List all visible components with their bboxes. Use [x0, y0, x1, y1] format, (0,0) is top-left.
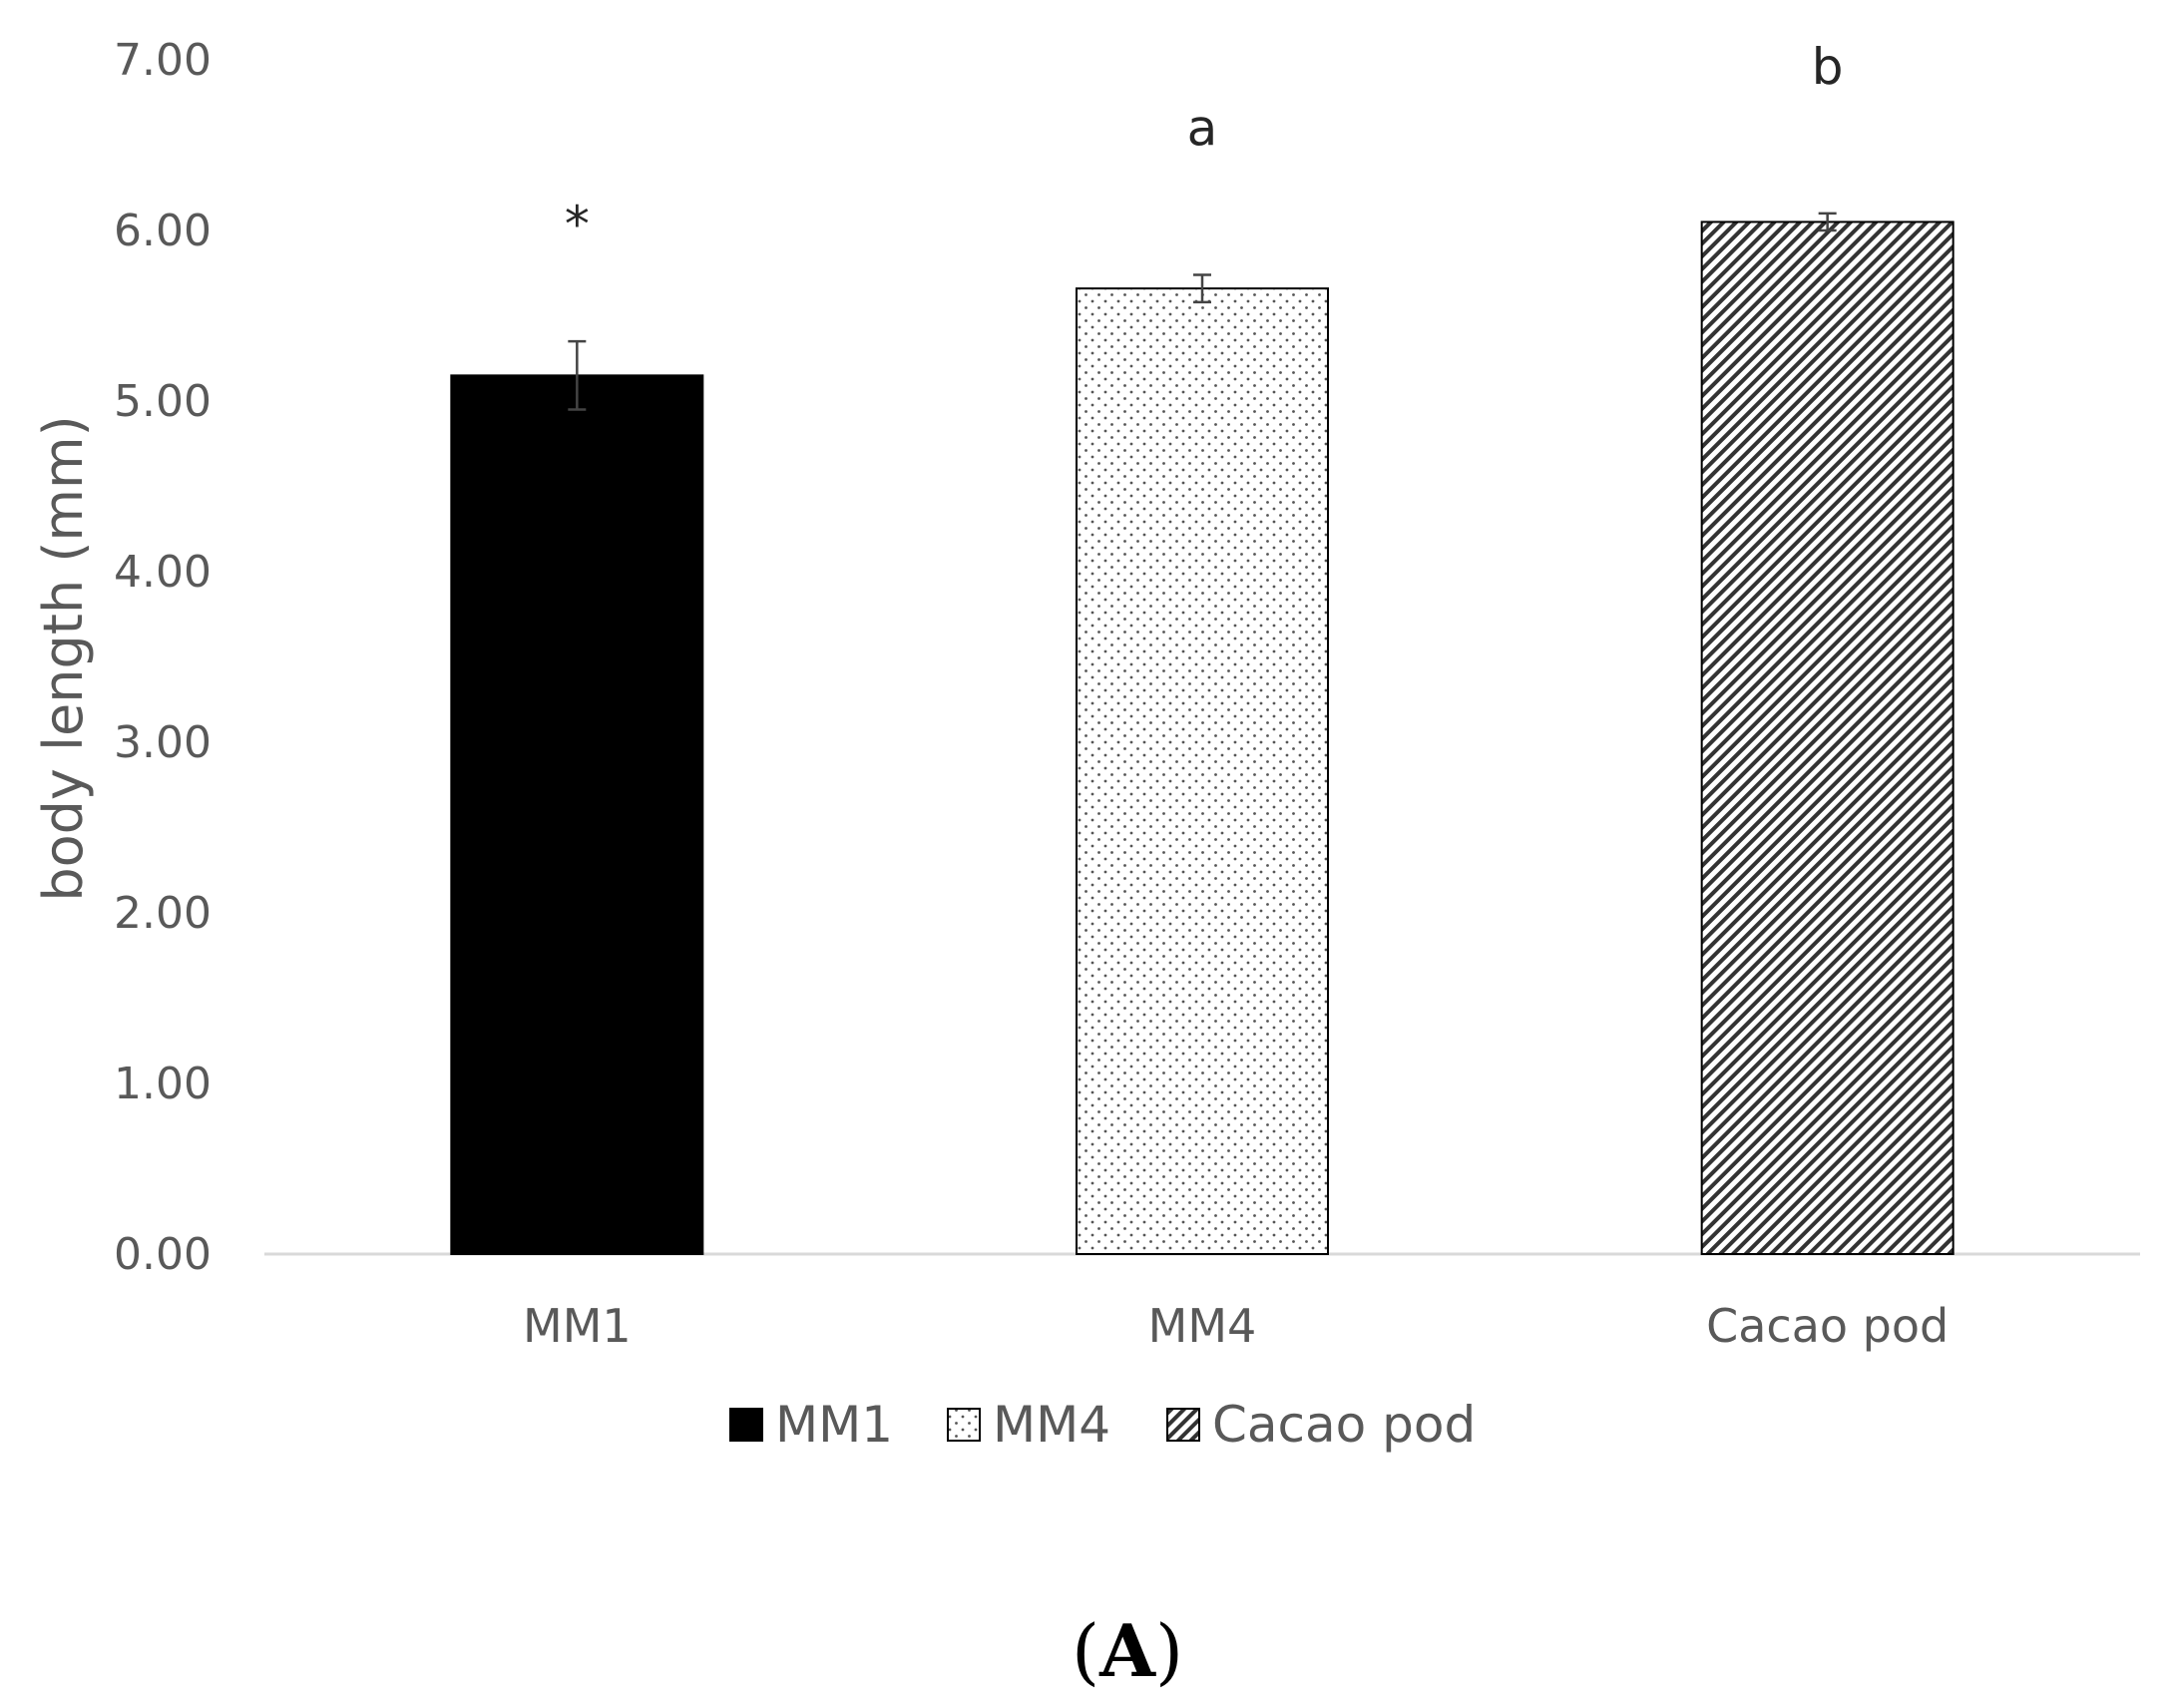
y-tick-label: 5.00 — [114, 376, 212, 427]
y-tick-label: 0.00 — [114, 1229, 212, 1280]
error-bars — [568, 212, 1837, 411]
category-labels: MM1 MM4 Cacao pod — [523, 1299, 1949, 1353]
category-label: MM1 — [523, 1299, 632, 1353]
panel-paren-close: ) — [1155, 1609, 1183, 1693]
legend-swatch — [947, 1408, 981, 1442]
error-bar — [1193, 273, 1211, 304]
bar — [1076, 287, 1329, 1255]
significance-labels: * a b — [565, 38, 1844, 253]
bar — [1700, 220, 1955, 1256]
legend-label: MM1 — [775, 1396, 893, 1454]
y-tick-label: 7.00 — [114, 35, 212, 86]
legend: MM1 MM4 Cacao pod — [729, 1396, 1476, 1454]
category-label: Cacao pod — [1706, 1299, 1949, 1353]
y-tick-label: 4.00 — [114, 547, 212, 598]
legend-swatch — [729, 1408, 763, 1442]
y-tick-label: 2.00 — [114, 888, 212, 939]
panel-label: (A) — [1072, 1608, 1183, 1693]
y-axis-ticks: 0.00 1.00 2.00 3.00 4.00 5.00 6.00 7.00 — [114, 35, 212, 1280]
legend-swatch — [1166, 1408, 1200, 1442]
y-tick-label: 3.00 — [114, 717, 212, 768]
bars — [450, 220, 1955, 1256]
legend-label: MM4 — [993, 1396, 1110, 1454]
significance-label: b — [1812, 38, 1844, 96]
error-bar — [1818, 212, 1837, 232]
legend-label: Cacao pod — [1212, 1396, 1476, 1454]
panel-paren-open: ( — [1072, 1609, 1099, 1693]
bar — [450, 374, 704, 1256]
significance-label: * — [565, 196, 590, 253]
y-tick-label: 1.00 — [114, 1059, 212, 1109]
y-tick-label: 6.00 — [114, 206, 212, 256]
category-label: MM4 — [1148, 1299, 1257, 1353]
panel-letter: A — [1098, 1608, 1156, 1693]
y-axis-title: body length (mm) — [32, 415, 95, 901]
significance-label: a — [1187, 99, 1218, 157]
error-bar — [568, 339, 587, 411]
